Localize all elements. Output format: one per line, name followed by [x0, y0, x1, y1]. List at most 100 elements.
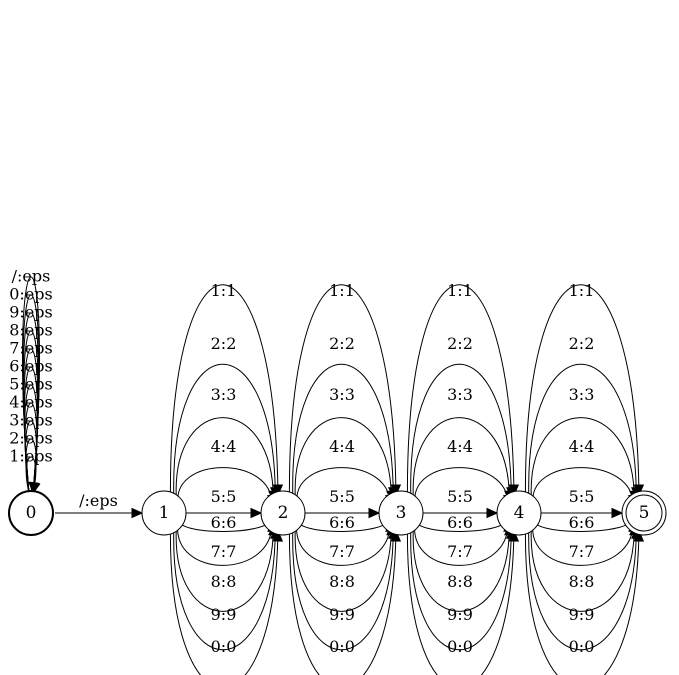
transition-label: 9:9: [211, 605, 237, 624]
self-loop-label: 5:eps: [9, 375, 53, 394]
transition-label: 5:5: [447, 487, 473, 506]
transition-label: 7:7: [569, 542, 595, 561]
state-label: 2: [278, 503, 289, 523]
transition-arrowhead: [390, 529, 402, 542]
transition-label: 5:5: [329, 487, 355, 506]
transition-label: 2:2: [569, 334, 595, 353]
self-loop-label: 0:eps: [9, 285, 53, 304]
self-loop-label: 7:eps: [9, 339, 53, 358]
states-layer: 0 1 2 3 4 5: [8, 490, 667, 536]
transition-label: 4:4: [569, 437, 595, 456]
self-loop-edge: [22, 276, 40, 494]
edge-0-1-label: /:eps: [79, 491, 118, 510]
state-label: 3: [396, 503, 407, 523]
transition-label: 3:3: [329, 385, 355, 404]
transition-label: 6:6: [569, 513, 595, 532]
transition-label: 1:1: [447, 281, 473, 300]
transition-label: 2:2: [447, 334, 473, 353]
self-loop-label: 9:eps: [9, 303, 53, 322]
transition-label: 9:9: [569, 605, 595, 624]
self-loop-arrowhead: [28, 482, 40, 495]
state-0: 0: [8, 490, 54, 536]
transition-edge: [530, 524, 635, 612]
transition-arrowhead: [250, 507, 263, 519]
transition-edge: [524, 284, 640, 496]
transition-edge: [296, 467, 391, 506]
state-circle: [496, 490, 542, 536]
transition-label: 3:3: [211, 385, 237, 404]
state-label: 0: [26, 503, 37, 523]
transition-edge: [528, 363, 637, 498]
transition-label: 3:3: [447, 385, 473, 404]
transition-label: 9:9: [447, 605, 473, 624]
transition-label: 1:1: [569, 281, 595, 300]
transition-edge: [410, 528, 512, 651]
state-2: 2: [260, 490, 306, 536]
transition-edge: [294, 417, 392, 502]
state-5: 5: [621, 490, 667, 536]
transition-edge: [532, 467, 634, 506]
self-loop-label: 4:eps: [9, 393, 53, 412]
transition-edge: [412, 524, 510, 612]
transition-edge: [175, 417, 274, 502]
transition-label: 4:4: [211, 437, 237, 456]
transition-edge: [175, 524, 274, 612]
transition-edge: [410, 363, 512, 498]
state-4: 4: [496, 490, 542, 536]
self-loop-label: 6:eps: [9, 357, 53, 376]
transition-label: 1:1: [211, 281, 237, 300]
transition-edge: [530, 417, 635, 502]
transition-label: 8:8: [447, 572, 473, 591]
transition-edge: [528, 528, 637, 651]
transition-label: 0:0: [447, 637, 473, 656]
transition-label: 8:8: [569, 572, 595, 591]
transition-edge: [288, 284, 397, 496]
transition-label: 2:2: [329, 334, 355, 353]
transition-label: 4:4: [329, 437, 355, 456]
transition-edge: [169, 530, 279, 675]
transition-label: 6:6: [211, 513, 237, 532]
state-3: 3: [378, 490, 424, 536]
transition-edge: [414, 521, 509, 566]
state-circle: [8, 490, 54, 536]
transition-label: 0:0: [569, 637, 595, 656]
state-circle: [378, 490, 424, 536]
transition-edge: [414, 467, 509, 506]
transition-label: 5:5: [569, 487, 595, 506]
transition-label: 6:6: [447, 513, 473, 532]
transition-arrowhead: [368, 507, 381, 519]
transition-label: 6:6: [329, 513, 355, 532]
state-label: 5: [639, 503, 650, 523]
self-loop-label: /:eps: [12, 267, 51, 286]
transition-label: 8:8: [211, 572, 237, 591]
transition-edge: [296, 521, 391, 566]
transition-label: 5:5: [211, 487, 237, 506]
transition-label: 7:7: [329, 542, 355, 561]
transition-label: 0:0: [211, 637, 237, 656]
transition-edge: [406, 284, 515, 496]
transition-arrowhead: [611, 507, 624, 519]
transition-arrowhead: [272, 529, 284, 542]
self-loop-label: 2:eps: [9, 429, 53, 448]
transition-label: 9:9: [329, 605, 355, 624]
state-circle: [260, 490, 306, 536]
self-loop-label: 8:eps: [9, 321, 53, 340]
transition-edge: [412, 417, 510, 502]
transition-label: 1:1: [329, 281, 355, 300]
self-loop-label: 3:eps: [9, 411, 53, 430]
transition-edge: [169, 284, 279, 496]
transition-label: 7:7: [211, 542, 237, 561]
transition-label: 0:0: [329, 637, 355, 656]
state-1: 1: [141, 490, 187, 536]
edge-labels-layer: 1:eps2:eps3:eps4:eps5:eps6:eps7:eps8:eps…: [9, 267, 594, 657]
transition-edge: [173, 363, 276, 498]
final-state-ring: [625, 494, 663, 532]
state-label: 1: [159, 503, 170, 523]
state-label: 4: [514, 503, 525, 523]
transition-edge: [173, 528, 276, 651]
transition-edge: [406, 530, 515, 675]
transition-edge: [177, 467, 273, 506]
transition-edge: [177, 521, 273, 566]
edge-0-1-arrowhead: [131, 507, 144, 519]
